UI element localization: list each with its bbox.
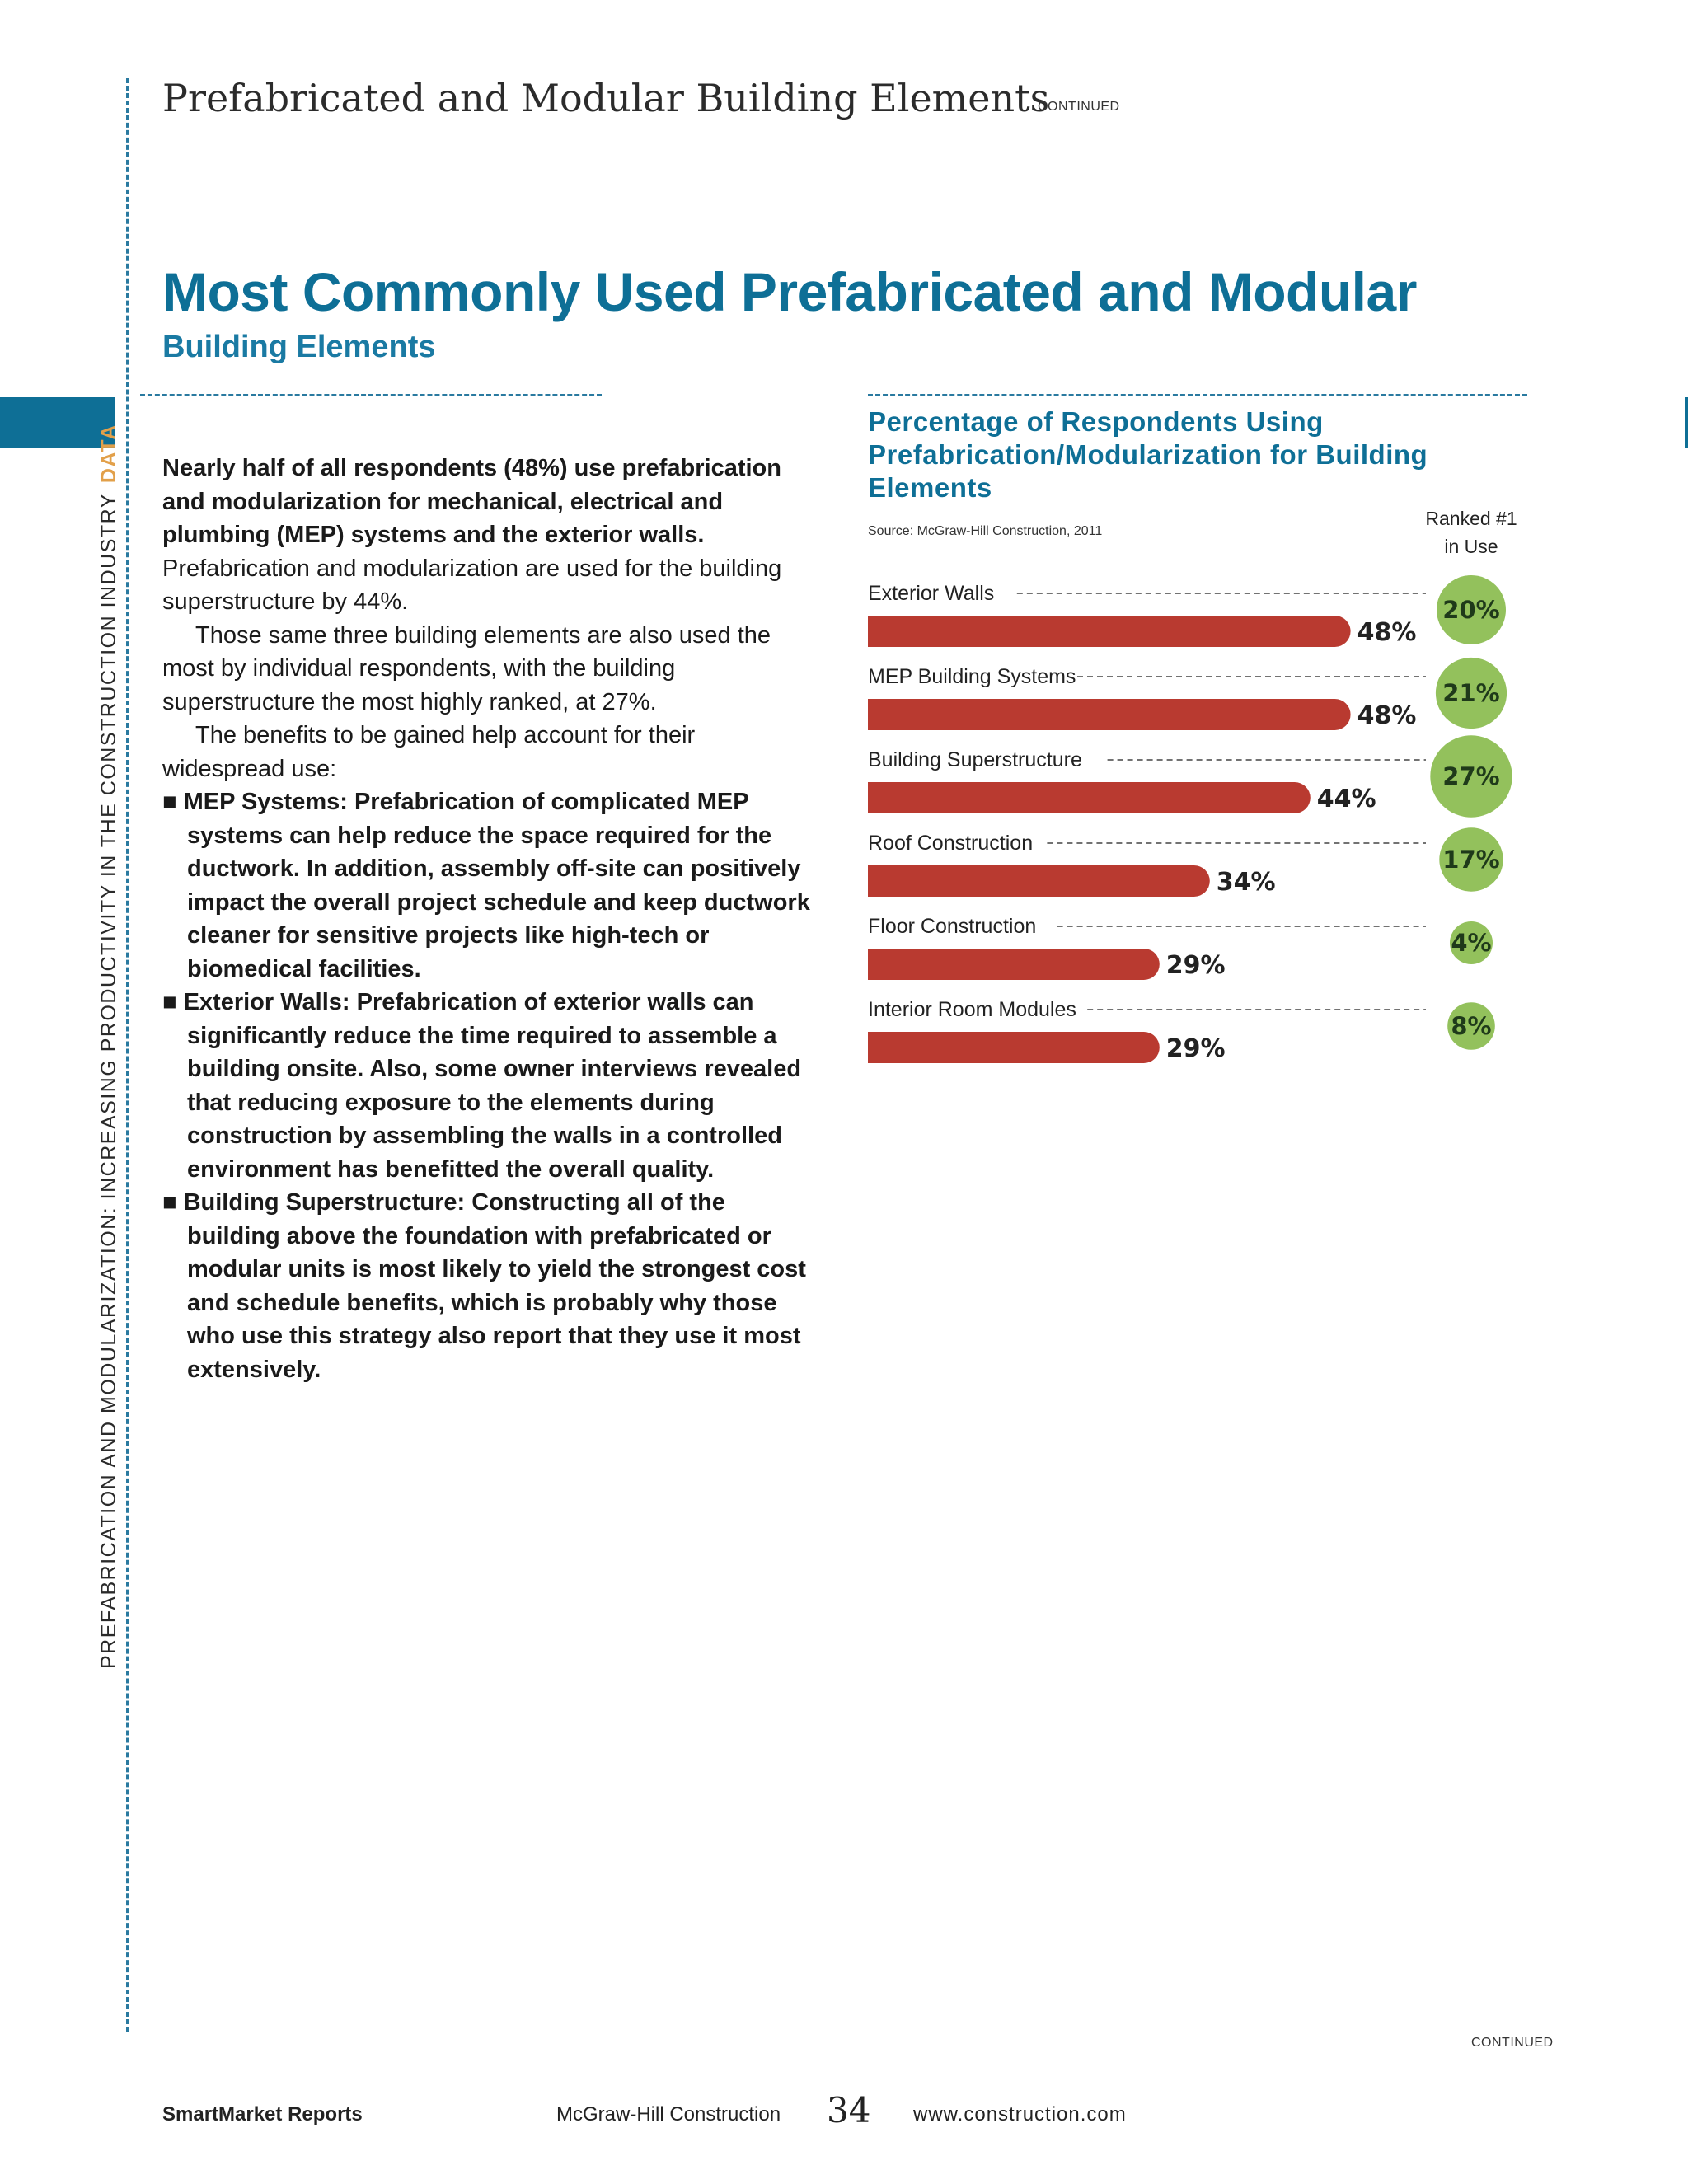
category-label: Building Superstructure xyxy=(868,748,1082,771)
rank-circle xyxy=(1430,735,1512,818)
category-label: Exterior Walls xyxy=(868,582,994,605)
bar xyxy=(868,699,1351,730)
bar-value-label: 29% xyxy=(1166,951,1226,980)
bullet-exterior-walls-text: Exterior Walls: Prefabrication of exteri… xyxy=(183,989,802,1183)
ranked-header: Ranked #1 in Use xyxy=(1401,504,1541,560)
rank-circle xyxy=(1435,657,1507,729)
bar xyxy=(868,949,1160,980)
body-paragraph-1-lead: Nearly half of all respondents (48%) use… xyxy=(162,455,781,548)
footer-url[interactable]: www.construction.com xyxy=(913,2103,1127,2125)
body-paragraph-3: The benefits to be gained help account f… xyxy=(162,722,696,782)
body-paragraph-2: Those same three building elements are a… xyxy=(162,621,771,715)
header-continued: CONTINUED xyxy=(1038,100,1120,114)
bullet-exterior-walls: ■ Exterior Walls: Prefabrication of exte… xyxy=(162,989,802,1183)
bar-value-label: 29% xyxy=(1166,1034,1226,1063)
ranked-header-line-2: in Use xyxy=(1444,536,1498,557)
margin-dashed-line xyxy=(126,78,129,2032)
bar xyxy=(868,865,1210,897)
footer-publisher: McGraw-Hill Construction xyxy=(556,2103,781,2125)
page-title: Most Commonly Used Prefabricated and Mod… xyxy=(162,261,1417,322)
rank-value-label: 17% xyxy=(1442,846,1499,874)
footer-brand: SmartMarket Reports xyxy=(162,2103,363,2125)
chart-source: Source: McGraw-Hill Construction, 2011 xyxy=(868,524,1103,538)
divider-left xyxy=(140,394,602,396)
bar xyxy=(868,616,1351,647)
bar-value-label: 34% xyxy=(1217,868,1276,897)
rank-value-label: 27% xyxy=(1442,762,1499,790)
body-paragraph-1-rest: Prefabrication and modularization are us… xyxy=(162,555,782,616)
bullet-superstructure-text: Building Superstructure: Constructing al… xyxy=(183,1189,806,1383)
page-number: 34 xyxy=(827,2090,871,2130)
divider-right xyxy=(868,394,1527,396)
bar-value-label: 48% xyxy=(1357,618,1417,647)
rank-circle xyxy=(1439,827,1503,892)
side-tab-marker xyxy=(0,397,115,448)
rank-value-label: 4% xyxy=(1451,929,1491,957)
rank-circle xyxy=(1437,575,1506,644)
body-text: Nearly half of all respondents (48%) use… xyxy=(162,452,822,1386)
section-title: Prefabricated and Modular Building Eleme… xyxy=(162,76,1050,120)
page-subtitle: Building Elements xyxy=(162,330,436,364)
bullet-mep: ■ MEP Systems: Prefabrication of complic… xyxy=(162,789,810,982)
bar xyxy=(868,782,1311,813)
footer-continued: CONTINUED xyxy=(1471,2036,1554,2050)
bullet-superstructure: ■ Building Superstructure: Constructing … xyxy=(162,1189,806,1383)
rank-circle xyxy=(1447,1002,1495,1050)
bullet-mep-text: MEP Systems: Prefabrication of complicat… xyxy=(183,789,810,982)
rank-circle xyxy=(1450,921,1493,964)
category-label: Interior Room Modules xyxy=(868,998,1076,1021)
category-label: Roof Construction xyxy=(868,832,1033,855)
rank-value-label: 20% xyxy=(1442,596,1499,624)
bar xyxy=(868,1032,1160,1063)
bar-value-label: 48% xyxy=(1357,701,1417,730)
bar-value-label: 44% xyxy=(1317,785,1376,813)
right-tab-marker xyxy=(1685,397,1688,448)
rank-value-label: 21% xyxy=(1442,679,1499,707)
rank-value-label: 8% xyxy=(1451,1012,1491,1040)
category-label: MEP Building Systems xyxy=(868,665,1076,688)
bar-chart: Exterior Walls 48% 20% MEP Building Systems… xyxy=(868,575,1512,1063)
ranked-header-line-1: Ranked #1 xyxy=(1425,508,1517,529)
body-paragraph-1: Nearly half of all respondents (48%) use… xyxy=(162,452,822,619)
chart-title: Percentage of Respondents Using Prefabri… xyxy=(868,406,1428,503)
category-label: Floor Construction xyxy=(868,915,1036,938)
